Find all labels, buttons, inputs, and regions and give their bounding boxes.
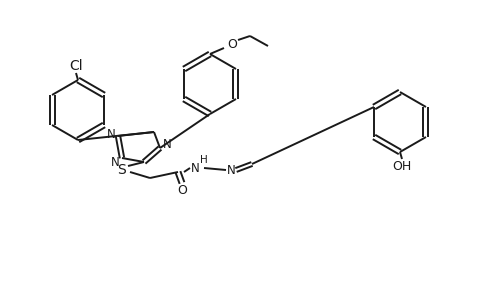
Text: OH: OH — [392, 159, 411, 173]
Text: O: O — [227, 37, 237, 51]
Text: O: O — [177, 183, 187, 197]
Text: H: H — [200, 155, 208, 165]
Text: Cl: Cl — [69, 59, 83, 73]
Text: N: N — [191, 161, 200, 175]
Text: S: S — [118, 163, 126, 177]
Text: N: N — [111, 156, 120, 168]
Text: N: N — [106, 128, 115, 140]
Text: N: N — [163, 138, 171, 152]
Text: N: N — [226, 164, 235, 176]
